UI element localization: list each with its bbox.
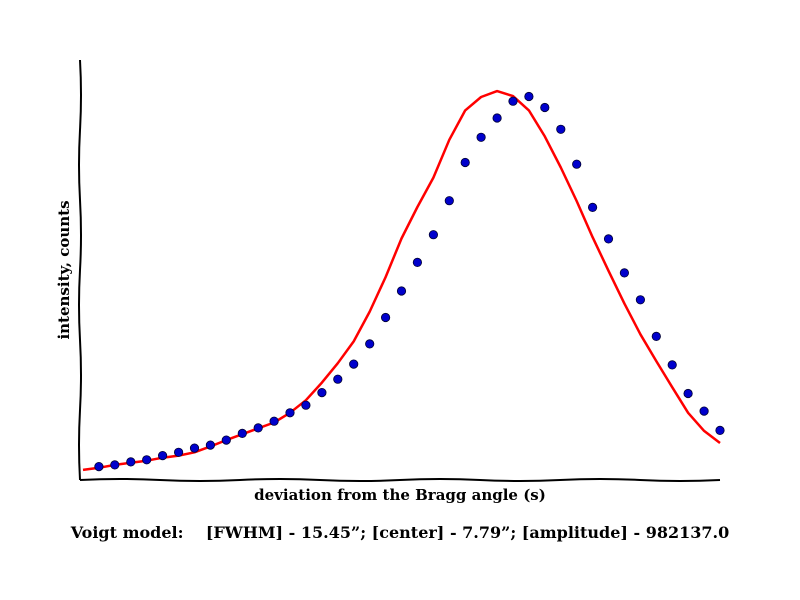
data-point [412,257,422,267]
data-point [508,96,518,106]
data-point [587,202,598,212]
data-point [94,461,104,472]
data-point [317,387,327,398]
model-caption: Voigt model: [FWHM] - 15.45”; [center] -… [70,523,730,542]
data-point [189,443,200,453]
data-points-group [94,91,725,472]
data-point [142,455,152,465]
data-point [444,196,454,206]
data-point [476,132,486,142]
data-point [492,113,502,123]
data-point [126,457,136,467]
data-point [349,359,359,369]
data-point [635,295,646,305]
data-point [110,460,120,470]
fit-curve [82,89,721,472]
data-point [221,435,231,445]
data-point [174,447,184,457]
data-point [253,423,263,433]
data-point [556,124,566,134]
data-point [460,157,470,168]
data-point [301,400,311,410]
data-point [365,339,375,349]
y-axis-label: intensity, counts [55,200,73,339]
data-point [651,331,661,341]
data-point [603,234,614,244]
data-point [540,102,550,113]
x-axis-label: deviation from the Bragg angle (s) [254,486,546,504]
data-point [572,159,582,169]
data-point [269,416,279,426]
x-axis-line [79,478,721,482]
data-point [396,286,407,296]
data-point [699,406,709,416]
data-point [158,450,168,461]
data-point [715,425,725,435]
data-point [205,440,215,450]
data-point [237,428,247,438]
data-point [524,91,534,102]
data-point [380,312,391,323]
data-point [619,268,630,278]
data-point [428,230,438,240]
data-point [333,374,343,384]
data-point [683,388,693,399]
data-point [667,360,677,370]
y-axis-line [78,59,82,481]
data-point [285,408,295,418]
fit-curve-group [82,89,721,472]
